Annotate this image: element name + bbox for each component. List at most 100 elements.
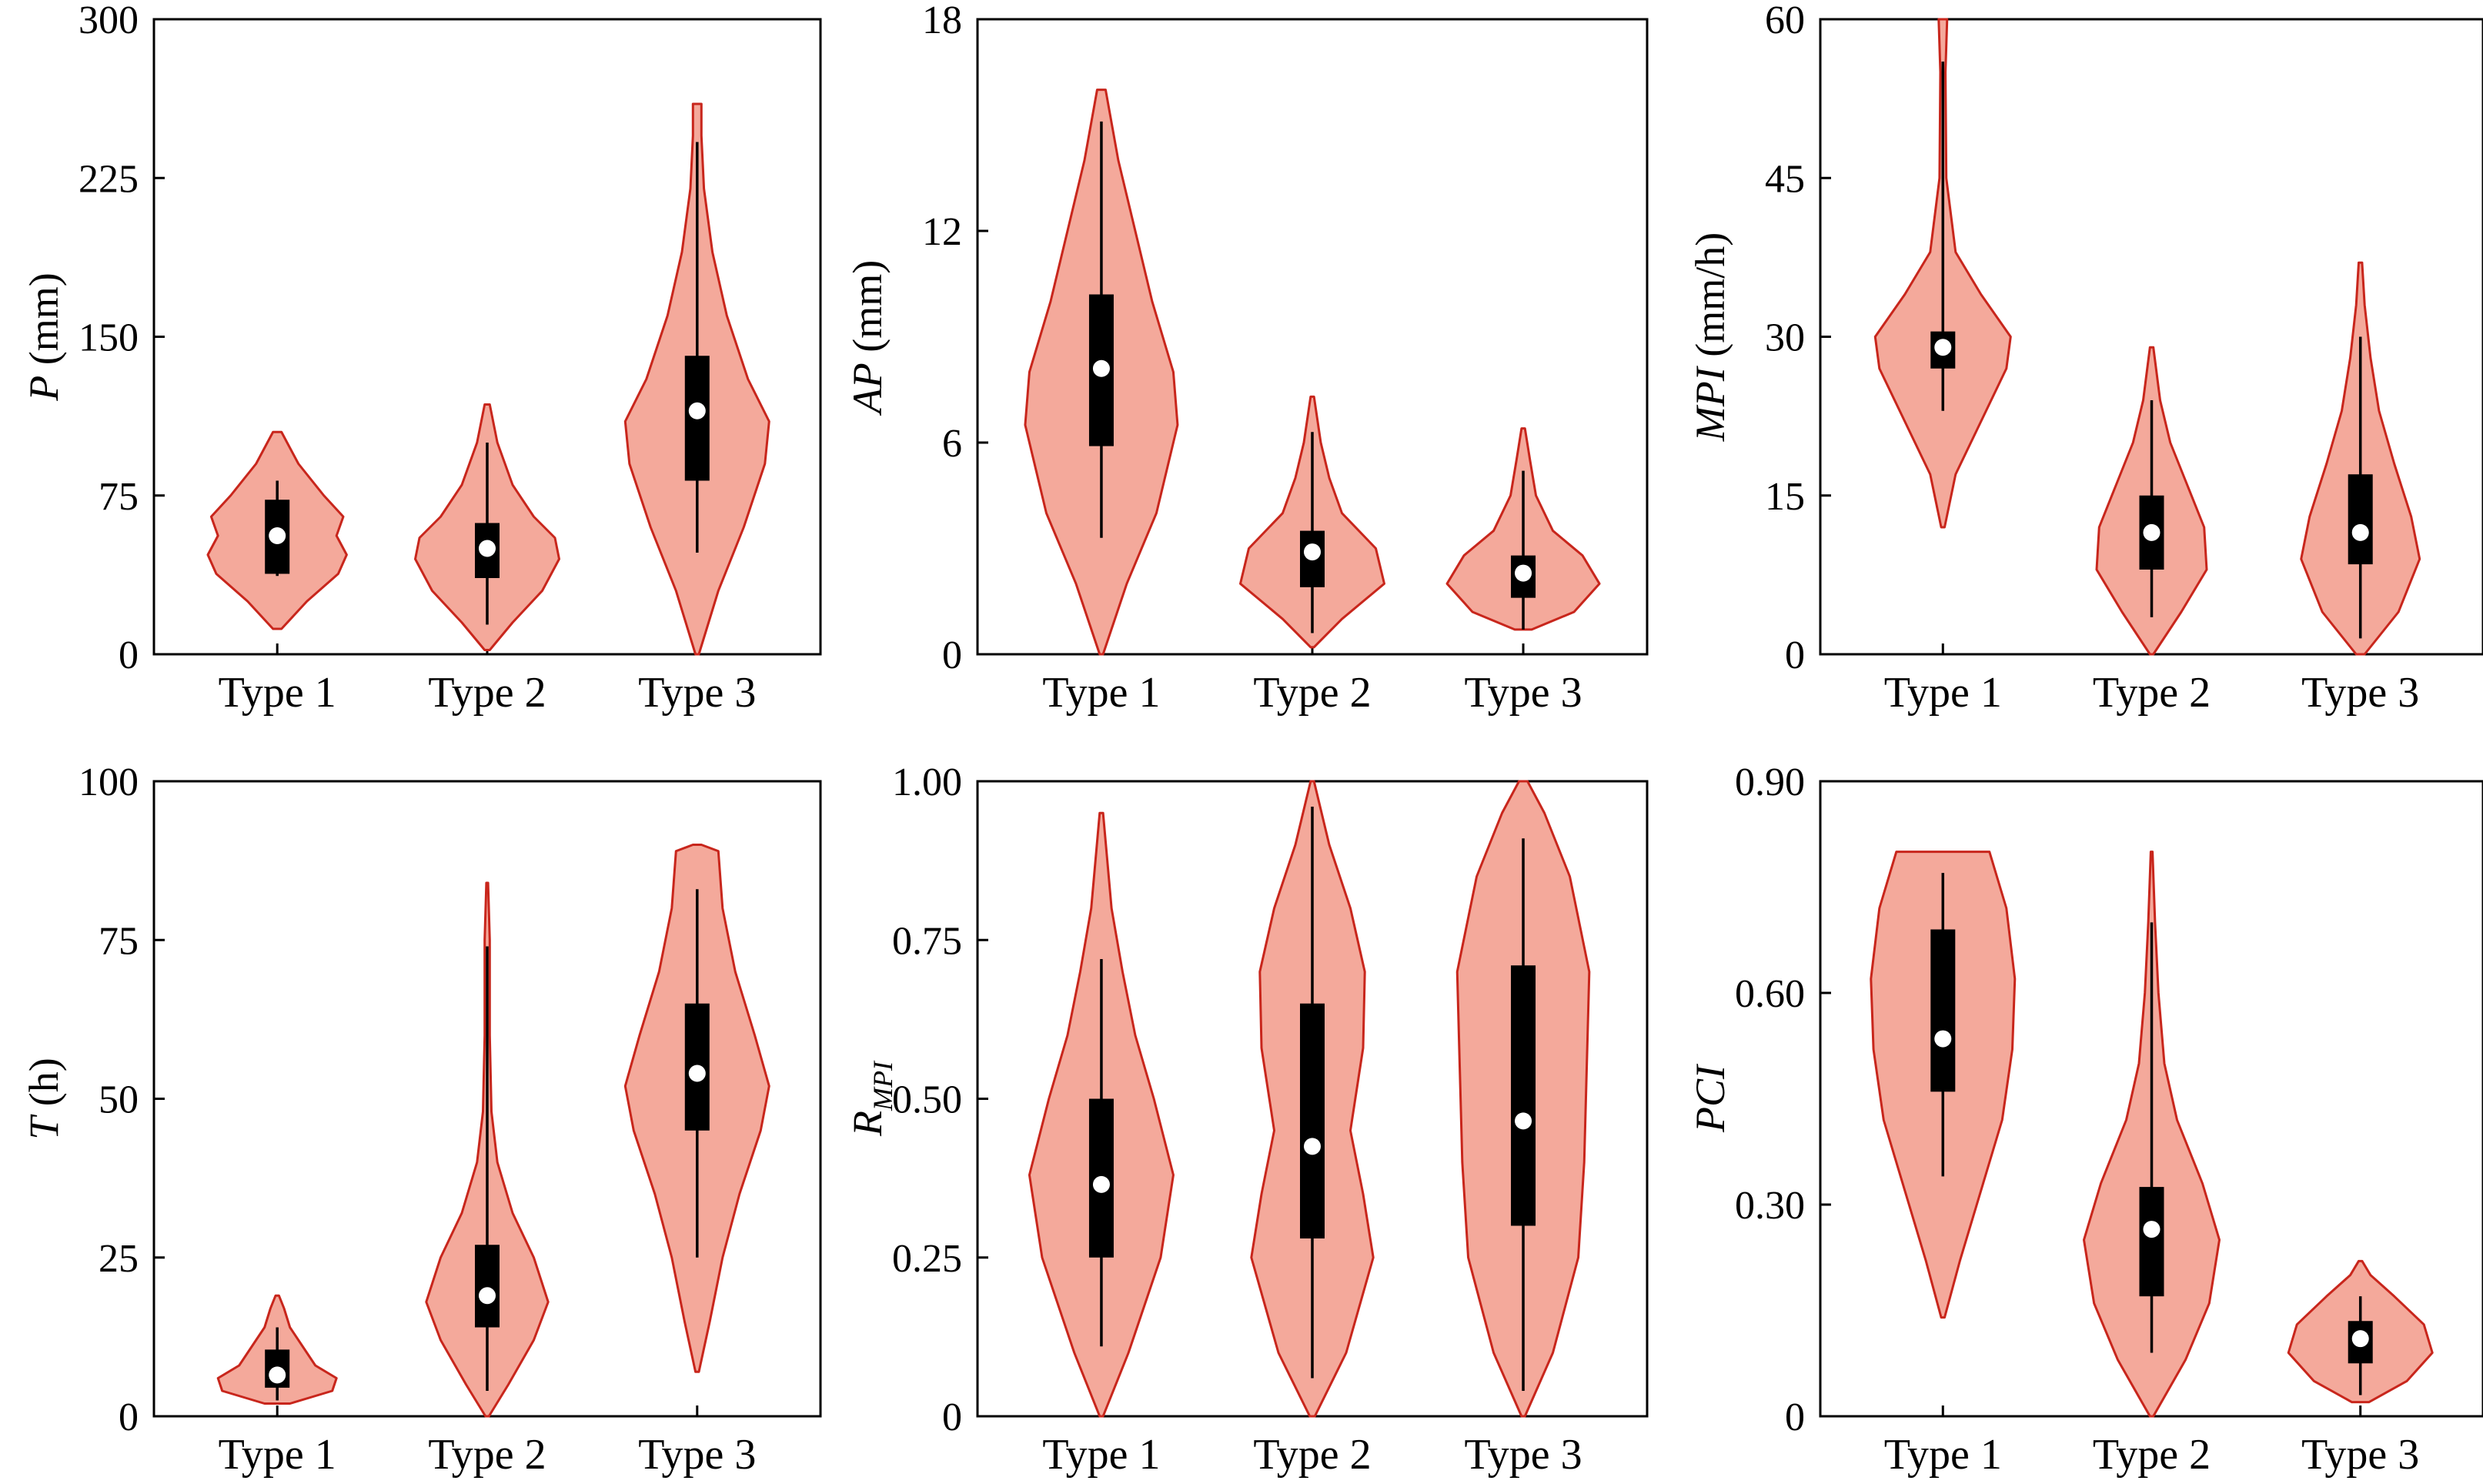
y-tick-label: 30 <box>1765 316 1805 360</box>
y-tick-label: 100 <box>79 760 139 804</box>
violin-1: Type 1 <box>206 430 348 717</box>
y-tick-label: 50 <box>99 1078 139 1122</box>
iqr-box <box>1930 929 1956 1092</box>
violin-2: Type 2 <box>425 881 550 1479</box>
median-dot <box>1515 1112 1532 1130</box>
violin-1: Type 1 <box>1870 851 2017 1479</box>
y-tick-label: 18 <box>922 0 962 42</box>
violin-2: Type 2 <box>2083 851 2221 1479</box>
median-dot <box>688 402 706 419</box>
violin-panel-5: 0 0.25 0.50 0.75 1.00 RMPI Type 1 Type 2 Type 3 <box>844 760 1649 1479</box>
y-tick-label: 0.90 <box>1735 760 1805 804</box>
x-category-label: Type 2 <box>428 1431 546 1479</box>
x-category-label: Type 3 <box>2301 669 2419 717</box>
median-dot <box>269 527 286 544</box>
y-axis-label: RMPI <box>844 1060 898 1137</box>
x-category-label: Type 2 <box>428 669 546 717</box>
median-dot <box>1934 339 1952 356</box>
violin-2: Type 2 <box>414 403 560 717</box>
violin-panel-1: 0 75 150 225 300 P (mm) Type 1 Type 2 Type 3 <box>21 0 822 717</box>
y-axis-label: P (mm) <box>21 272 67 401</box>
violin-1: Type 1 <box>1024 89 1179 717</box>
x-category-label: Type 1 <box>1884 1431 2002 1479</box>
median-dot <box>479 540 496 557</box>
median-dot <box>1304 543 1321 561</box>
y-tick-label: 0.75 <box>892 919 962 963</box>
violin-3: Type 3 <box>2287 1259 2434 1479</box>
y-tick-label: 60 <box>1765 0 1805 42</box>
y-tick-label: 25 <box>99 1237 139 1281</box>
median-dot <box>1092 1175 1110 1193</box>
x-category-label: Type 2 <box>1253 669 1371 717</box>
x-category-label: Type 2 <box>1253 1431 1371 1479</box>
y-tick-label: 0 <box>942 633 962 677</box>
y-tick-label: 15 <box>1765 475 1805 519</box>
violin-panel-3: 0 15 30 45 60 MPI (mm/h) Type 1 Type 2 Type 3 <box>1687 0 2483 717</box>
median-dot <box>1304 1138 1321 1155</box>
violin-1: Type 1 <box>216 1294 338 1479</box>
x-category-label: Type 1 <box>219 1431 336 1479</box>
violin-3: Type 3 <box>623 102 770 717</box>
violin-panel-6: 0 0.30 0.60 0.90 PCI Type 1 Type 2 Type 3 <box>1687 760 2483 1479</box>
median-dot <box>2351 523 2369 541</box>
median-dot <box>688 1065 706 1082</box>
violin-2: Type 2 <box>1250 780 1375 1479</box>
median-dot <box>1515 564 1532 582</box>
x-category-label: Type 2 <box>2093 669 2211 717</box>
median-dot <box>2143 523 2161 541</box>
iqr-box <box>1300 1003 1325 1238</box>
violin-panel-2: 0 6 12 18 AP (mm) Type 1 Type 2 Type 3 <box>844 0 1649 717</box>
y-tick-label: 0.25 <box>892 1237 962 1281</box>
y-tick-label: 0 <box>1785 633 1805 677</box>
iqr-box <box>2139 1187 2164 1297</box>
median-dot <box>2351 1330 2369 1348</box>
y-tick-label: 225 <box>79 157 139 201</box>
violin-2: Type 2 <box>1239 395 1385 717</box>
y-axis-label: MPI (mm/h) <box>1687 232 1733 442</box>
median-dot <box>1934 1030 1952 1048</box>
x-category-label: Type 3 <box>2301 1431 2419 1479</box>
violin-2: Type 2 <box>2093 346 2211 717</box>
violin-3: Type 3 <box>623 844 770 1479</box>
violin-3: Type 3 <box>2300 261 2421 717</box>
y-axis-label: PCI <box>1687 1063 1733 1133</box>
iqr-box <box>1511 965 1536 1226</box>
median-dot <box>1092 359 1110 377</box>
violin-3: Type 3 <box>1445 427 1601 717</box>
y-tick-label: 0 <box>119 1395 139 1439</box>
y-tick-label: 0.30 <box>1735 1184 1805 1228</box>
x-category-label: Type 3 <box>638 1431 756 1479</box>
y-axis-label: AP (mm) <box>844 260 891 416</box>
x-category-label: Type 1 <box>1042 669 1160 717</box>
x-category-label: Type 1 <box>219 669 336 717</box>
y-tick-label: 0.60 <box>1735 972 1805 1016</box>
y-tick-label: 0 <box>1785 1395 1805 1439</box>
median-dot <box>2143 1221 2161 1238</box>
iqr-box <box>2348 474 2373 565</box>
violin-1: Type 1 <box>1028 811 1175 1479</box>
y-tick-label: 75 <box>99 919 139 963</box>
median-dot <box>269 1366 286 1384</box>
violin-1: Type 1 <box>1873 18 2012 717</box>
y-tick-label: 1.00 <box>892 760 962 804</box>
y-tick-label: 6 <box>942 422 962 466</box>
y-axis-label: T (h) <box>21 1058 67 1140</box>
y-tick-label: 150 <box>79 316 139 360</box>
y-tick-label: 45 <box>1765 157 1805 201</box>
y-tick-label: 0 <box>119 633 139 677</box>
x-category-label: Type 1 <box>1042 1431 1160 1479</box>
y-tick-label: 300 <box>79 0 139 42</box>
x-category-label: Type 3 <box>1464 1431 1582 1479</box>
y-tick-label: 0.50 <box>892 1078 962 1122</box>
violin-panel-4: 0 25 50 75 100 T (h) Type 1 Type 2 Type 3 <box>21 760 822 1479</box>
x-category-label: Type 3 <box>1464 669 1582 717</box>
median-dot <box>479 1287 496 1305</box>
x-category-label: Type 1 <box>1884 669 2002 717</box>
violin-3: Type 3 <box>1455 780 1591 1479</box>
x-category-label: Type 3 <box>638 669 756 717</box>
y-tick-label: 12 <box>922 210 962 254</box>
y-tick-label: 75 <box>99 475 139 519</box>
iqr-box <box>475 1245 500 1328</box>
y-tick-label: 0 <box>942 1395 962 1439</box>
